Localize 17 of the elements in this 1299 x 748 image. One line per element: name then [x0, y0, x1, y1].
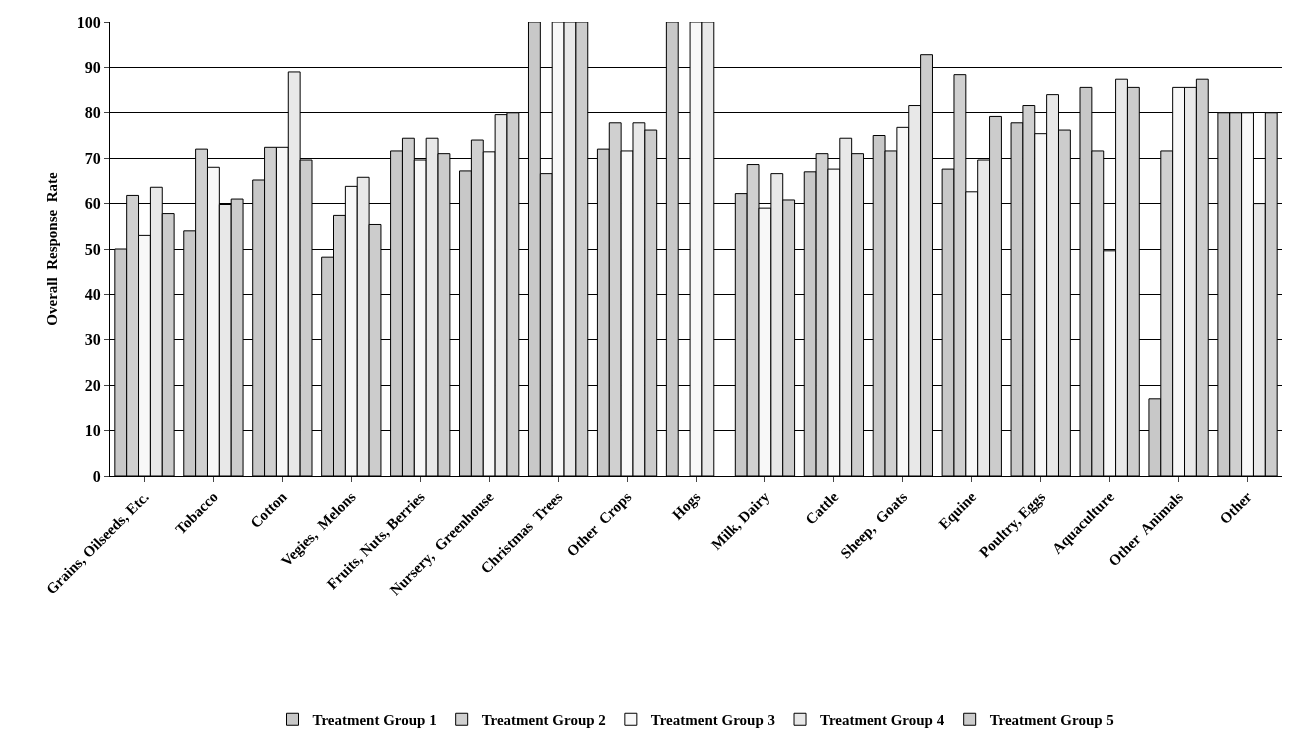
y-tick-label: 60: [84, 195, 101, 213]
y-tick-label: 30: [84, 331, 101, 349]
y-tick-label: 50: [84, 240, 101, 258]
legend-label: Treatment Group 3: [650, 712, 776, 729]
y-axis-title: Overall Response Rate: [44, 172, 61, 326]
legend-label: Treatment Group 5: [989, 712, 1114, 729]
y-tick-label: 0: [92, 467, 101, 485]
legend-label: Treatment Group 4: [820, 712, 945, 729]
y-tick-label: 20: [84, 376, 101, 394]
legend-label: Treatment Group 2: [481, 712, 606, 729]
y-tick-label: 10: [84, 422, 101, 440]
y-tick-label: 90: [84, 59, 101, 76]
y-tick-label: 100: [76, 13, 101, 31]
y-tick-label: 70: [84, 149, 101, 167]
legend-label: Treatment Group 1: [312, 712, 437, 729]
y-tick-label: 80: [84, 104, 101, 122]
y-tick-label: 40: [84, 286, 101, 303]
